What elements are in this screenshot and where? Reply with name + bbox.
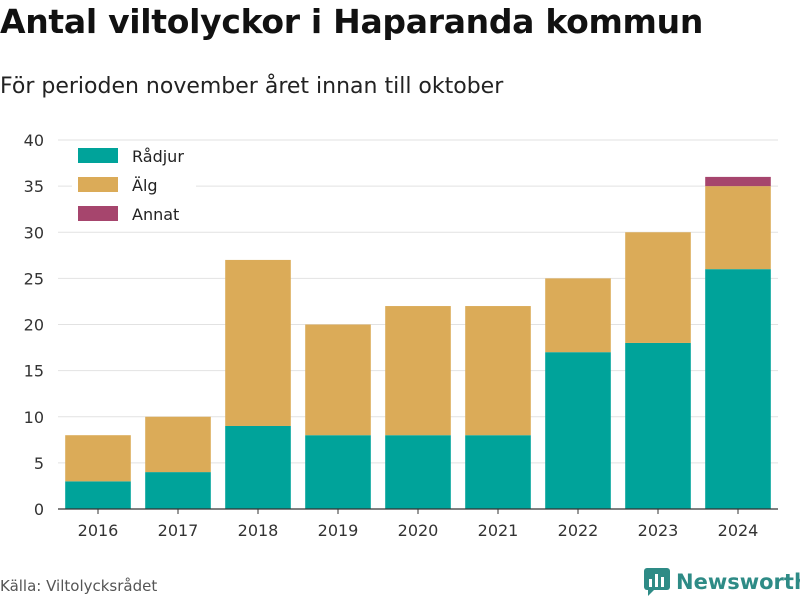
legend-swatch [78, 177, 118, 192]
legend: Rådjur Älg Annat [72, 142, 196, 230]
bar-segment[interactable] [705, 269, 771, 509]
brand-logo[interactable]: Newsworthy [644, 568, 800, 596]
bar-segment[interactable] [65, 435, 131, 482]
axes: 0 5 10 15 20 25 30 35 40 2016 2017 2018 2019 2020 2021… [24, 131, 778, 540]
bar-segment[interactable] [545, 278, 611, 353]
x-tick-label: 2021 [478, 521, 519, 540]
x-tick-label: 2018 [238, 521, 279, 540]
bar-segment[interactable] [545, 352, 611, 509]
y-tick-label: 20 [24, 316, 44, 335]
bar-segment[interactable] [305, 435, 371, 509]
x-tick-label: 2020 [398, 521, 439, 540]
bar-segment[interactable] [225, 259, 291, 426]
bars [65, 176, 771, 509]
x-tick-label: 2022 [558, 521, 599, 540]
y-tick-label: 0 [34, 500, 44, 519]
y-tick-label: 5 [34, 454, 44, 473]
y-tick-label: 30 [24, 223, 44, 242]
bar-segment[interactable] [65, 481, 131, 509]
y-tick-label: 35 [24, 177, 44, 196]
y-tick-label: 25 [24, 269, 44, 288]
bar-segment[interactable] [625, 342, 691, 509]
chart-title: Antal viltolyckor i Haparanda kommun [0, 2, 704, 41]
stacked-bar-chart: 0 5 10 15 20 25 30 35 40 2016 2017 2018 2019 2020 2021… [24, 131, 778, 540]
legend-label: Annat [132, 205, 179, 224]
source-note: Källa: Viltolycksrådet [0, 577, 158, 595]
bar-segment[interactable] [465, 306, 531, 436]
bar-segment[interactable] [385, 435, 451, 509]
y-tick-label: 10 [24, 408, 44, 427]
legend-swatch [78, 148, 118, 163]
bar-segment[interactable] [225, 425, 291, 509]
bar-segment[interactable] [305, 324, 371, 436]
bar-segment[interactable] [625, 232, 691, 343]
y-tick-label: 40 [24, 131, 44, 150]
chart-subtitle: För perioden november året innan till ok… [0, 74, 504, 99]
legend-swatch [78, 206, 118, 221]
x-tick-label: 2023 [638, 521, 679, 540]
bar-chart-logo-icon [644, 568, 670, 596]
x-tick-label: 2016 [78, 521, 119, 540]
bar-segment[interactable] [705, 176, 771, 187]
bar-segment[interactable] [145, 416, 211, 473]
bar-segment[interactable] [385, 306, 451, 436]
x-tick-label: 2024 [718, 521, 759, 540]
y-tick-label: 15 [24, 362, 44, 381]
x-tick-label: 2019 [318, 521, 359, 540]
legend-label: Rådjur [132, 147, 184, 166]
x-tick-label: 2017 [158, 521, 199, 540]
legend-label: Älg [132, 176, 158, 195]
bar-segment[interactable] [145, 472, 211, 509]
bar-segment[interactable] [465, 435, 531, 509]
brand-name: Newsworthy [676, 570, 800, 594]
bar-segment[interactable] [705, 186, 771, 270]
